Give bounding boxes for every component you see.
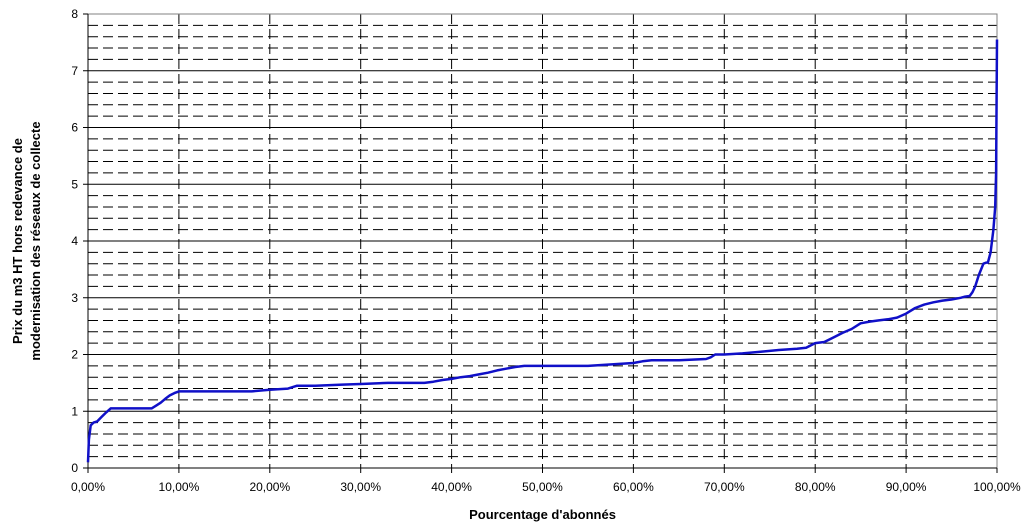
y-tick-label: 5 [71,177,78,191]
y-tick-label: 0 [71,461,78,475]
grid [88,14,997,468]
y-tick-label: 7 [71,64,78,78]
series-line-0 [86,39,999,463]
y-tick-label: 1 [71,404,78,418]
x-tick-label: 60,00% [613,480,654,494]
y-axis-title-line2: modernisation des réseaux de collecte [28,121,43,360]
y-tick-label: 6 [71,121,78,135]
axes [83,13,998,473]
x-tick-label: 20,00% [249,480,290,494]
y-tick-label: 3 [71,291,78,305]
x-tick-label: 40,00% [431,480,472,494]
y-tick-label: 8 [71,7,78,21]
x-tick-label: 0,00% [71,480,105,494]
y-axis-title-line1: Prix du m3 HT hors redevance de [10,138,25,344]
x-tick-label: 90,00% [886,480,927,494]
x-tick-label: 80,00% [795,480,836,494]
y-tick-label: 4 [71,234,78,248]
series-layer [86,39,999,463]
x-tick-label: 100,00% [973,480,1021,494]
x-tick-label: 50,00% [522,480,563,494]
x-axis-title: Pourcentage d'abonnés [469,507,616,522]
x-tick-label: 30,00% [340,480,381,494]
x-tick-label: 70,00% [704,480,745,494]
y-tick-label: 2 [71,348,78,362]
x-tick-label: 10,00% [159,480,200,494]
